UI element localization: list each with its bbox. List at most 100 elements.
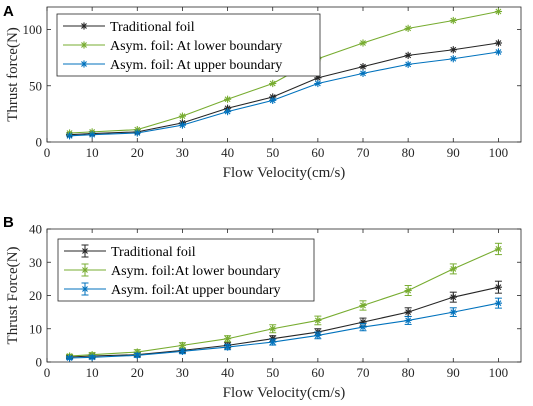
legend: Traditional foil Asym. foil: At lower bou…: [56, 13, 321, 77]
x-tick-label: 80: [402, 145, 415, 160]
data-point: [359, 39, 367, 47]
data-point: [449, 265, 457, 273]
x-tick-label: 70: [357, 145, 370, 160]
data-point: [178, 347, 187, 355]
data-point: [404, 286, 412, 295]
x-tick-label: 50: [266, 365, 279, 380]
x-tick-label: 70: [357, 365, 370, 380]
x-tick-label: 50: [266, 145, 279, 160]
data-point: [88, 353, 96, 361]
x-tick-label: 30: [176, 145, 189, 160]
legend-item-1: Traditional foil: [64, 244, 196, 260]
x-tick-label: 60: [311, 365, 324, 380]
x-tick-label: 60: [311, 145, 324, 160]
data-point: [449, 16, 457, 25]
legend-item-3: Asym. foil: At upper boundary: [63, 58, 282, 73]
data-point: [178, 121, 187, 129]
legend-marker: [80, 22, 88, 30]
x-tick-label: 0: [44, 365, 51, 380]
data-point: [404, 316, 412, 325]
chart-panel-a: A 0 10 20 30 40 50 60 70 80 90 100 0 50 100 Flow Veloci…: [3, 3, 522, 181]
y-tick-label: 50: [29, 78, 42, 93]
x-tick-label: 90: [447, 365, 460, 380]
data-point: [359, 63, 367, 71]
legend-marker: [81, 285, 89, 293]
legend: Traditional foil Asym. foil:At lower boun…: [57, 238, 315, 302]
data-point: [314, 331, 322, 339]
legend-marker: [81, 247, 89, 255]
data-point: [269, 338, 277, 346]
x-tick-label: 40: [221, 145, 234, 160]
y-tick-label: 10: [29, 321, 42, 336]
y-tick-label: 30: [29, 255, 42, 270]
series-3: [65, 48, 503, 140]
y-tick-label: 40: [29, 222, 42, 237]
data-point: [404, 308, 412, 316]
data-point: [223, 95, 232, 103]
data-point: [88, 131, 96, 139]
data-point: [449, 55, 457, 63]
data-point: [314, 316, 322, 325]
legend-label: Traditional foil: [111, 245, 196, 260]
data-point: [223, 335, 232, 343]
data-point: [269, 325, 277, 333]
data-point: [65, 354, 74, 362]
data-point: [178, 112, 187, 120]
y-tick-label: 0: [36, 135, 43, 150]
plot-area-frame: [46, 6, 522, 143]
panel-label: A: [3, 3, 14, 20]
legend-marker: [80, 41, 88, 49]
x-tick-label: 90: [447, 145, 460, 160]
legend-item-2: Asym. foil: At lower boundary: [63, 39, 282, 54]
y-tick-label: 20: [29, 288, 42, 303]
data-point: [404, 51, 412, 59]
x-axis-label: Flow Velocity(cm/s): [223, 385, 346, 401]
data-point: [133, 129, 141, 137]
y-tick-label: 0: [36, 355, 43, 370]
data-point: [449, 293, 457, 301]
data-point: [269, 79, 277, 88]
data-point: [359, 301, 367, 310]
y-axis-label: Thrust Force(N): [5, 247, 21, 345]
legend-label: Asym. foil: At lower boundary: [110, 39, 282, 54]
series-3: [65, 297, 503, 362]
chart-panel-b: B 0 10 20 30 40 50 60 70 80 90 100 0 10 20 30 40 Flow Vel…: [3, 214, 522, 401]
y-tick-label: 100: [23, 22, 43, 37]
data-point: [449, 46, 457, 54]
data-point: [494, 245, 503, 253]
x-tick-label: 80: [402, 365, 415, 380]
x-axis-label: Flow Velocity(cm/s): [223, 165, 346, 181]
x-tick-label: 100: [489, 145, 509, 160]
legend-label: Asym. foil:At lower boundary: [111, 264, 281, 279]
data-point: [494, 48, 503, 56]
x-tick-label: 0: [44, 145, 51, 160]
x-tick-label: 10: [86, 365, 99, 380]
legend-marker: [80, 60, 88, 68]
data-point: [404, 60, 412, 68]
legend-marker: [81, 266, 89, 274]
x-tick-label: 20: [131, 145, 144, 160]
legend-item-2: Asym. foil:At lower boundary: [64, 263, 281, 279]
data-point: [494, 39, 503, 47]
data-point: [494, 283, 503, 291]
data-point: [404, 24, 412, 32]
data-point: [269, 96, 277, 104]
x-tick-label: 40: [221, 365, 234, 380]
data-point: [449, 308, 457, 316]
legend-item-1: Traditional foil: [63, 20, 195, 35]
data-point: [65, 132, 74, 140]
data-point: [359, 69, 367, 77]
legend-item-3: Asym. foil:At upper boundary: [64, 282, 281, 298]
data-point: [494, 299, 503, 307]
y-axis-label: Thrust force(N): [5, 27, 21, 122]
x-tick-label: 20: [131, 365, 144, 380]
data-point: [223, 108, 232, 116]
x-tick-label: 100: [489, 365, 509, 380]
panel-label: B: [3, 214, 14, 231]
data-point: [314, 79, 322, 88]
legend-label: Asym. foil: At upper boundary: [110, 58, 282, 73]
data-point: [133, 351, 141, 359]
data-point: [223, 343, 232, 351]
legend-label: Traditional foil: [110, 20, 195, 35]
x-tick-label: 10: [86, 145, 99, 160]
